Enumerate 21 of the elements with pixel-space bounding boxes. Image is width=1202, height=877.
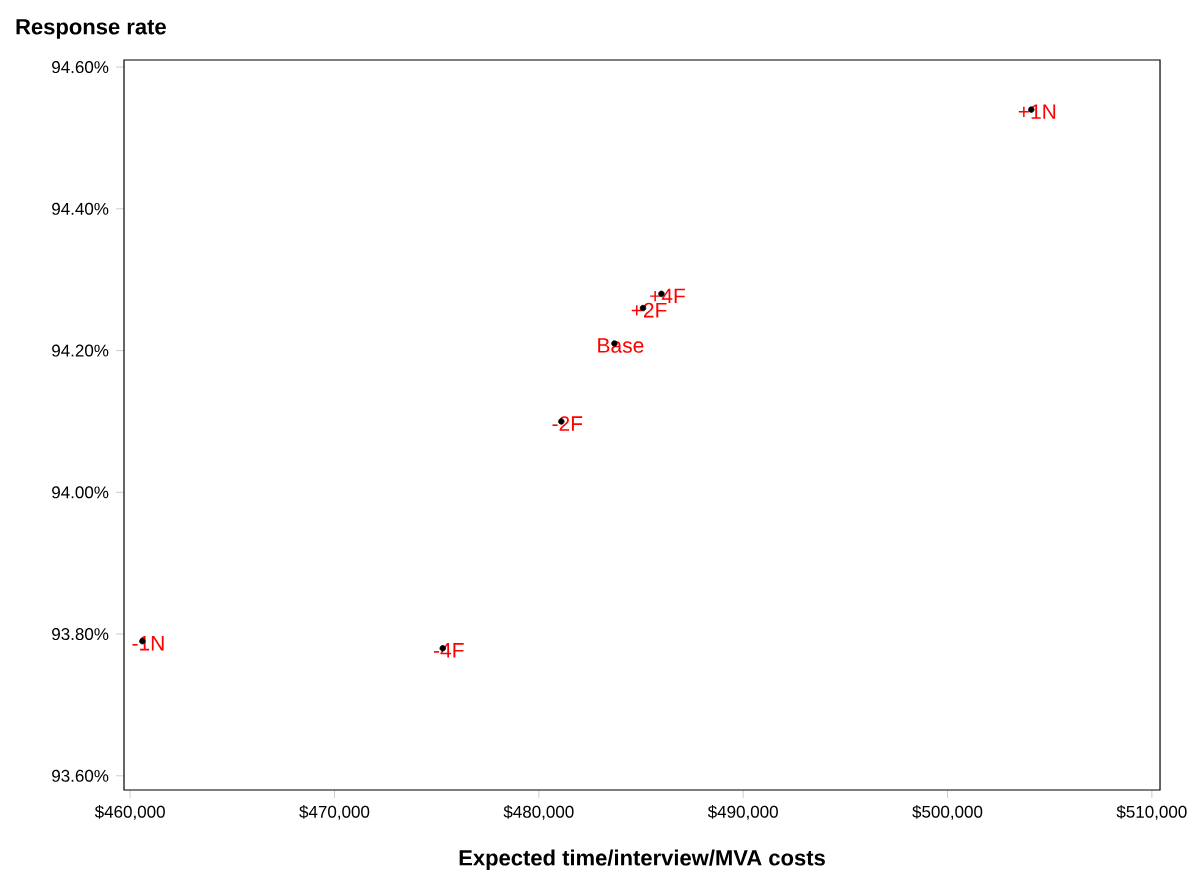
x-axis-title: Expected time/interview/MVA costs bbox=[459, 849, 825, 870]
annotation: +4F bbox=[650, 288, 685, 304]
annotation: -4F bbox=[433, 643, 464, 658]
x-tick-label: $510,000 bbox=[1116, 805, 1187, 820]
annotation: Base bbox=[598, 338, 644, 353]
y-tick-label: 93.60% bbox=[52, 769, 109, 782]
x-tick-label: $480,000 bbox=[503, 805, 574, 820]
y-tick-label: 94.60% bbox=[52, 61, 109, 74]
annotation: +1N bbox=[1018, 104, 1056, 119]
y-tick-label: 94.20% bbox=[52, 344, 109, 357]
y-axis-title: Response rate bbox=[16, 19, 166, 39]
x-tick-label: $460,000 bbox=[94, 805, 165, 820]
y-tick-label: 94.00% bbox=[52, 486, 109, 499]
x-tick-label: $470,000 bbox=[299, 805, 370, 820]
x-tick-label: $490,000 bbox=[707, 805, 778, 820]
y-tick-label: 93.80% bbox=[52, 628, 109, 641]
annotation: +2F bbox=[631, 302, 667, 318]
annotation: -1N bbox=[132, 635, 164, 651]
annotation: -2F bbox=[552, 416, 583, 431]
y-tick-label: 94.40% bbox=[52, 202, 109, 215]
x-tick-label: $500,000 bbox=[912, 805, 983, 820]
